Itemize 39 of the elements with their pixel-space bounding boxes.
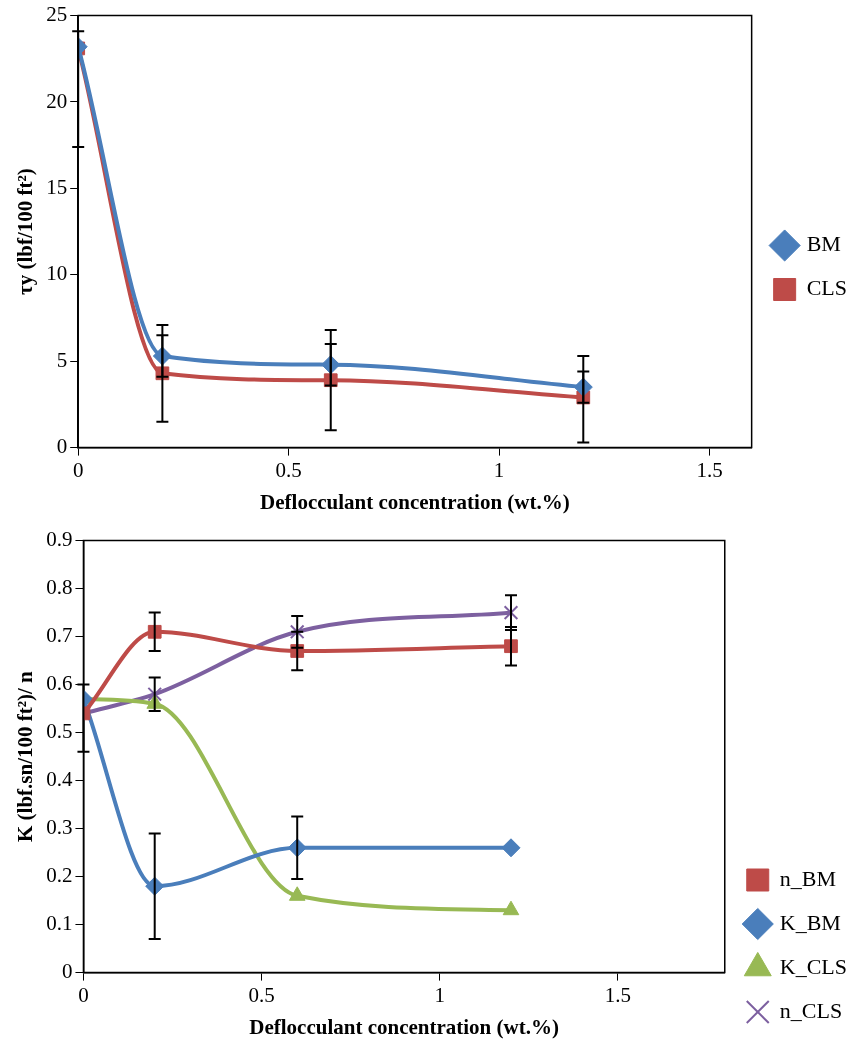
point bbox=[503, 605, 519, 620]
x-tick-label: 0.5 bbox=[275, 457, 302, 482]
y-tick-label: 0.4 bbox=[46, 767, 73, 792]
y-tick-label: 20 bbox=[46, 88, 68, 113]
y-tick-label: 0.1 bbox=[46, 911, 73, 936]
y-tick-label: 0 bbox=[56, 434, 68, 459]
x-tick-label: 0.5 bbox=[248, 982, 275, 1007]
y-tick-label: 5 bbox=[56, 347, 68, 372]
y-axis-title: τy (lbf/100 ft²) bbox=[13, 168, 38, 295]
legend-label: n_BM bbox=[779, 865, 837, 891]
y-tick-label: 0.8 bbox=[46, 575, 73, 600]
x-tick-label: 1.5 bbox=[604, 982, 631, 1007]
y-tick-label: 10 bbox=[46, 261, 68, 286]
point bbox=[147, 686, 163, 702]
y-tick-label: 0.3 bbox=[46, 815, 73, 840]
legend-label: K_BM bbox=[779, 909, 841, 935]
y-tick-label: 15 bbox=[46, 174, 68, 199]
y-tick-label: 0 bbox=[61, 959, 73, 984]
legend-label: K_CLS bbox=[779, 953, 848, 979]
point bbox=[502, 900, 520, 916]
point bbox=[501, 838, 521, 858]
y-tick-label: 25 bbox=[46, 2, 68, 27]
point bbox=[288, 886, 306, 901]
y-tick-label: 0.6 bbox=[46, 671, 73, 696]
y-tick-label: 0.5 bbox=[46, 719, 73, 744]
x-tick-label: 0 bbox=[78, 982, 89, 1007]
x-tick-label: 1 bbox=[434, 982, 445, 1007]
legend-label: BM bbox=[806, 231, 841, 257]
y-tick-label: 0.9 bbox=[46, 527, 73, 552]
legend-label: CLS bbox=[806, 275, 848, 301]
x-axis-title: Deflocculant concentration (wt.%) bbox=[260, 489, 570, 514]
x-axis-title: Deflocculant concentration (wt.%) bbox=[249, 1014, 559, 1039]
y-tick-label: 0.7 bbox=[46, 623, 73, 648]
point bbox=[289, 624, 305, 640]
y-axis-title: K (lbf.sn/100 ft²)/ n bbox=[13, 670, 38, 843]
y-tick-label: 0.2 bbox=[46, 863, 73, 888]
x-tick-label: 1.5 bbox=[696, 457, 723, 482]
legend-label: n_CLS bbox=[779, 997, 843, 1023]
x-tick-label: 1 bbox=[493, 457, 505, 482]
